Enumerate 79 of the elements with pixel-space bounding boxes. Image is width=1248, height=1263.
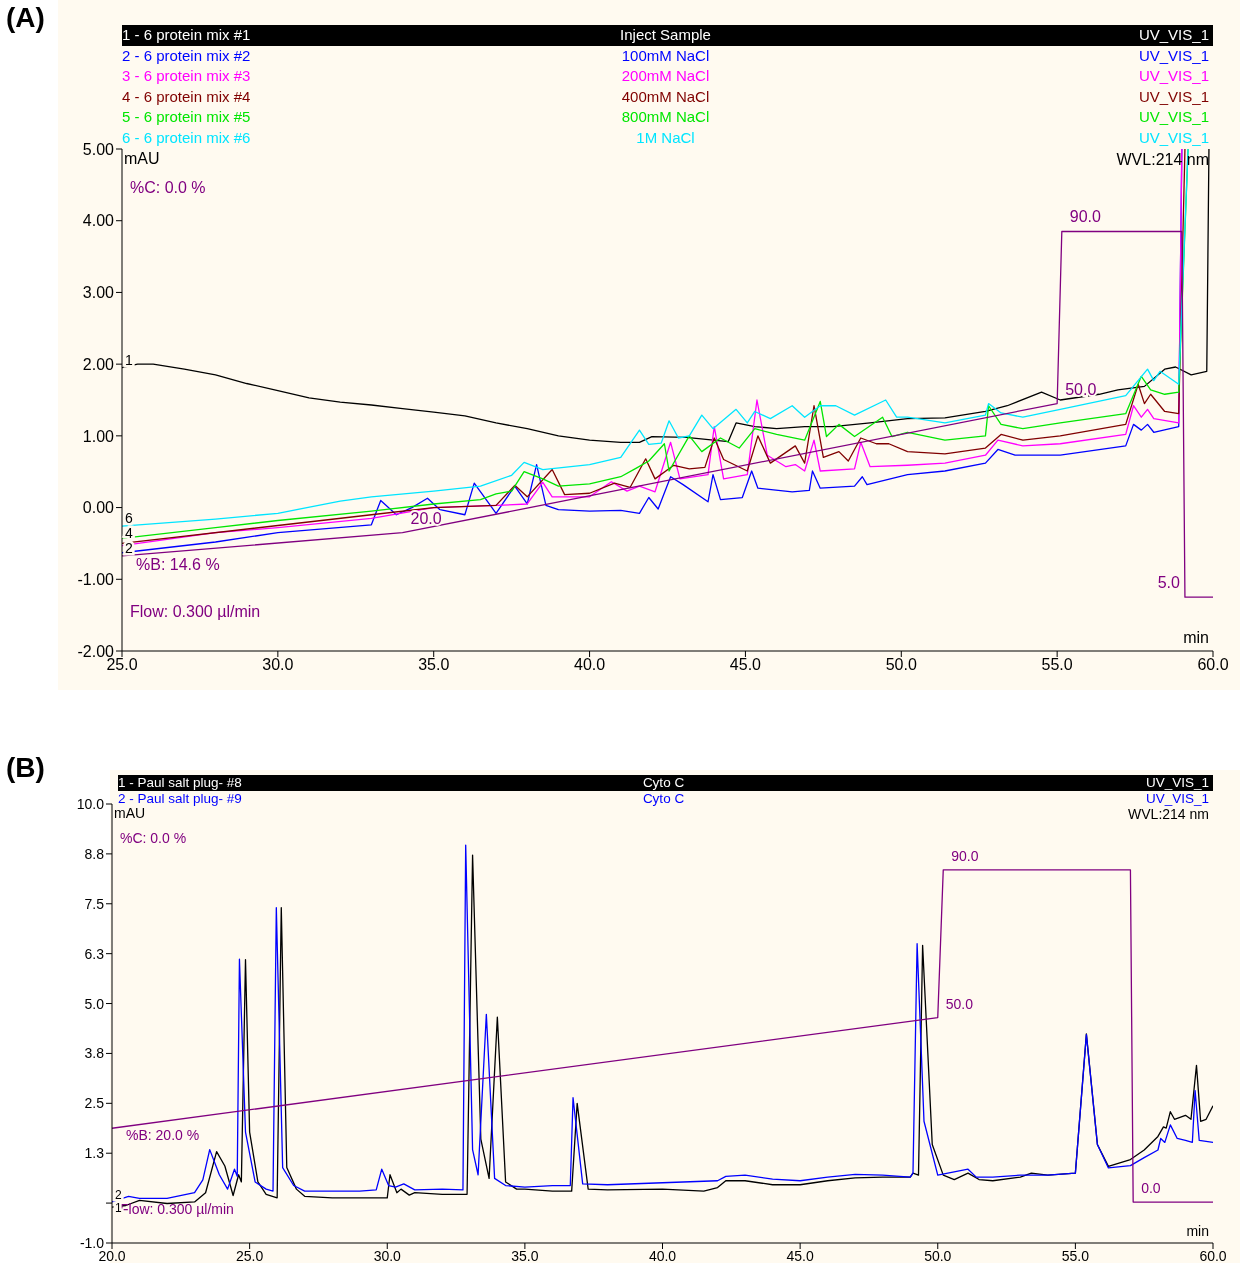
x-tick-label: 45.0 [786, 1247, 814, 1263]
x-tick-label: 25.0 [106, 656, 138, 674]
text: 100mM NaCl [620, 45, 711, 66]
y-tick-label: 5.0 [84, 995, 105, 1012]
data-label: 20.0 [410, 509, 442, 527]
text: 4 - 6 protein mix #4 [122, 86, 252, 107]
y-tick-label: 1.00 [82, 427, 115, 445]
y-tick-label: 2.00 [82, 355, 115, 373]
x-axis-title: min [1182, 629, 1209, 647]
text: Cyto C [641, 775, 686, 791]
text: 200mM NaCl [620, 66, 711, 87]
data-label: 0.0 [1141, 1180, 1161, 1197]
x-tick-label: 30.0 [373, 1247, 402, 1263]
chart-title: (B) [6, 752, 45, 784]
y-tick-label: 6.3 [84, 945, 105, 962]
text: 1 - Paul salt plug- #8 [118, 775, 243, 791]
y-axis-title: mAU [124, 150, 160, 168]
y-tick-label: 10.0 [76, 795, 105, 812]
x-tick-label: 25.0 [236, 1247, 264, 1263]
y-tick-label: 1.3 [84, 1145, 105, 1162]
text: 6 - 6 protein mix #6 [122, 127, 252, 148]
data-label: 50.0 [945, 995, 974, 1012]
y-tick-label: 4.00 [82, 212, 115, 230]
y-tick-label: 3.00 [82, 284, 115, 302]
text: UV_VIS_1 [1144, 775, 1210, 791]
text: UV_VIS_1 [1137, 127, 1210, 148]
annotation: Flow: 0.300 µl/min [130, 602, 261, 621]
data-label: 90.0 [951, 847, 979, 864]
text: UV_VIS_1 [1137, 25, 1210, 45]
data-label: %B: 20.0 % [126, 1127, 200, 1144]
text: 1 - 6 protein mix #1 [122, 25, 252, 45]
x-axis-title: min [1185, 1223, 1209, 1239]
text: Inject Sample [619, 25, 712, 45]
text: UV_VIS_1 [1137, 45, 1210, 66]
y-axis-title: mAU [114, 805, 146, 821]
x-tick-label: 35.0 [418, 656, 450, 674]
annotation: 4 [125, 525, 133, 542]
text: 1M NaCl [635, 127, 696, 148]
x-tick-label: 50.0 [924, 1247, 952, 1263]
x-tick-label: 30.0 [262, 656, 294, 674]
text: UV_VIS_1 [1137, 66, 1210, 87]
annotation: 1 [115, 1200, 122, 1215]
text: 3 - 6 protein mix #3 [122, 66, 252, 87]
annotation: %C: 0.0 % [130, 178, 206, 197]
x-tick-label: 50.0 [885, 656, 917, 674]
x-tick-label: 55.0 [1041, 656, 1073, 674]
x-tick-label: 55.0 [1061, 1247, 1090, 1263]
y-tick-label: -1.00 [77, 570, 115, 588]
text: 2 - 6 protein mix #2 [122, 45, 252, 66]
x-tick-label: 60.0 [1199, 1247, 1227, 1263]
y-tick-label: 2.5 [84, 1095, 105, 1112]
text: 800mM NaCl [620, 107, 711, 128]
y-tick-label: 5.00 [82, 140, 115, 158]
text: 5 - 6 protein mix #5 [122, 107, 252, 128]
text: UV_VIS_1 [1137, 107, 1210, 128]
x-tick-label: 40.0 [574, 656, 606, 674]
annotation: %C: 0.0 % [120, 829, 187, 846]
y-tick-label: 0.00 [82, 499, 115, 517]
y-tick-label: 3.8 [84, 1045, 105, 1062]
chart-title: (A) [6, 2, 45, 34]
annotation: UV_VIS_1 [1144, 790, 1210, 806]
text: 2 - Paul salt plug- #9 [118, 790, 243, 806]
x-tick-label: 45.0 [729, 656, 762, 674]
data-label: 90.0 [1069, 208, 1102, 226]
data-label: 50.0 [1065, 380, 1097, 398]
annotation: 6 [125, 510, 133, 527]
data-label: %B: 14.6 % [136, 555, 220, 573]
annotation: WVL:214 nm [1128, 806, 1209, 822]
x-tick-label: 60.0 [1197, 656, 1229, 674]
annotation: 1 [125, 351, 133, 368]
y-tick-label: 7.5 [84, 895, 105, 912]
y-tick-label: 8.8 [84, 845, 105, 862]
data-label: 5.0 [1157, 574, 1181, 592]
text: 400mM NaCl [620, 86, 711, 107]
annotation: Cyto C [641, 790, 686, 806]
annotation: 2 [115, 1187, 122, 1202]
text: UV_VIS_1 [1137, 86, 1210, 107]
x-tick-label: 35.0 [511, 1247, 539, 1263]
x-tick-label: 40.0 [648, 1247, 677, 1263]
